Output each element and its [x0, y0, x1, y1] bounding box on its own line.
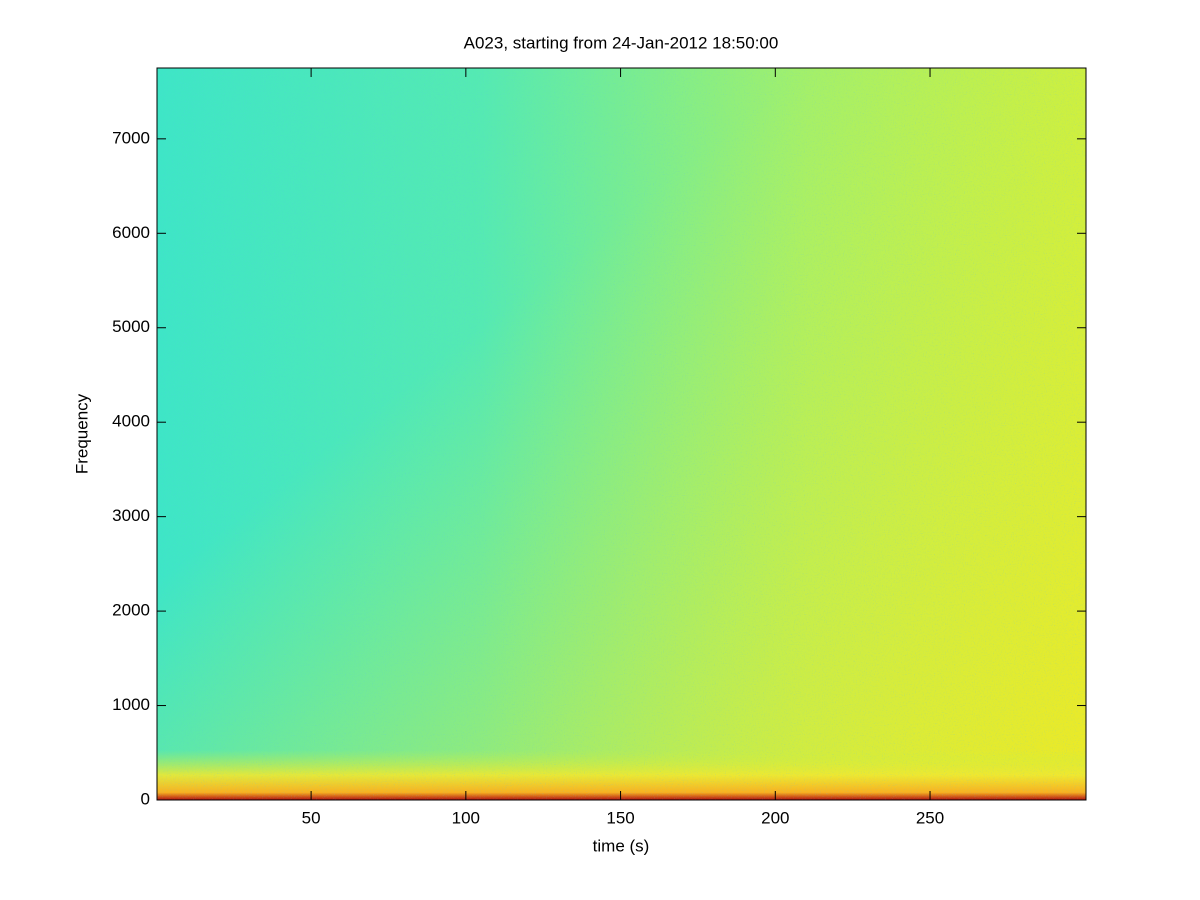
x-tick-label: 200	[761, 808, 789, 827]
x-tick-label: 250	[916, 808, 944, 827]
y-tick-label: 5000	[112, 317, 150, 336]
y-tick-label: 0	[141, 789, 150, 808]
y-tick-label: 1000	[112, 695, 150, 714]
spectrogram-image	[157, 68, 1086, 800]
x-tick-label: 100	[452, 808, 480, 827]
y-tick-label: 3000	[112, 506, 150, 525]
x-tick-label: 150	[606, 808, 634, 827]
y-tick-label: 6000	[112, 223, 150, 242]
chart-title: A023, starting from 24-Jan-2012 18:50:00	[464, 33, 779, 52]
y-tick-label: 4000	[112, 412, 150, 431]
plot-frame	[156, 67, 1087, 801]
x-axis-label: time (s)	[593, 836, 650, 855]
y-axis-label: Frequency	[72, 393, 91, 474]
y-tick-label: 2000	[112, 601, 150, 620]
x-tick-label: 50	[302, 808, 321, 827]
y-tick-label: 7000	[112, 128, 150, 147]
